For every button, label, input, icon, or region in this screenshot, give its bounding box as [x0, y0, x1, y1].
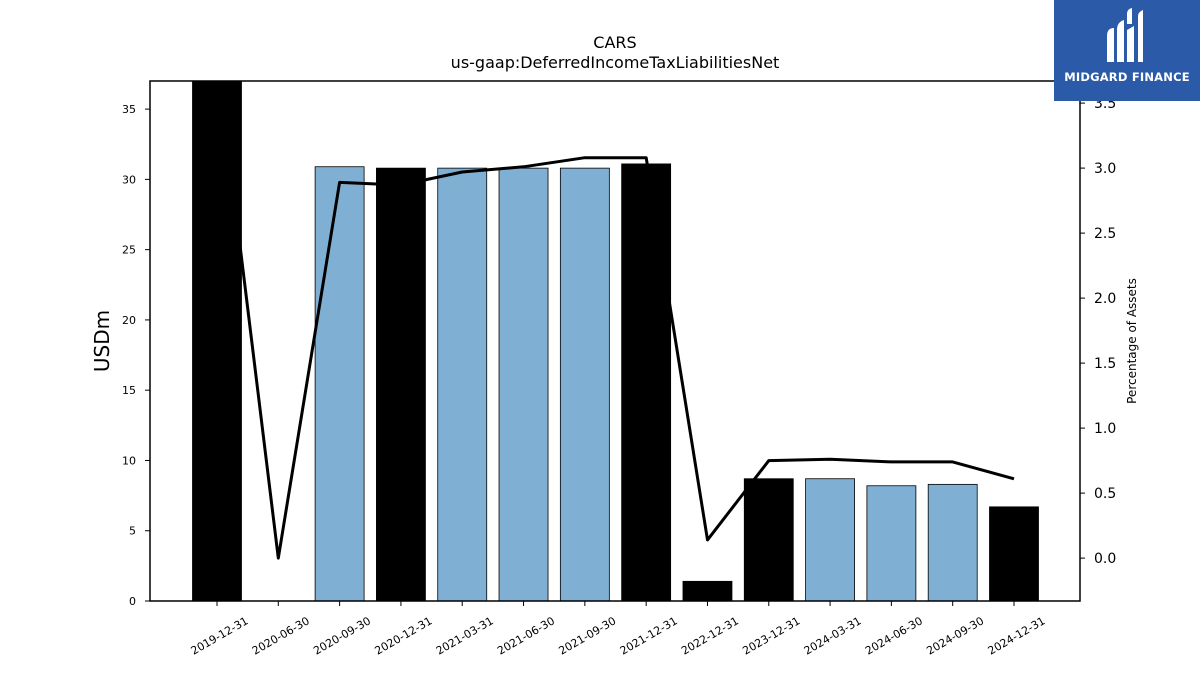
y2-tick-label: 1.5 — [1094, 356, 1116, 372]
bar-2022-12-31 — [682, 580, 733, 601]
bar-2020-12-31 — [376, 167, 426, 601]
y-tick-label: 35 — [122, 103, 136, 116]
bar-2021-06-30 — [498, 167, 549, 601]
bar-2024-09-30 — [927, 483, 978, 601]
chart-subtitle: us-gaap:DeferredIncomeTaxLiabilitiesNet — [451, 53, 780, 72]
chart-title: CARS — [593, 33, 636, 52]
bar-2021-12-31 — [621, 163, 672, 601]
bar-2021-03-31 — [437, 167, 488, 601]
y2-axis-ticks: 0.00.51.01.52.02.53.03.5 — [1080, 96, 1116, 567]
y-axis-label: USDm — [90, 310, 114, 372]
bar-2020-09-30 — [314, 166, 365, 601]
x-tick-label: 2021-09-30 — [556, 614, 618, 657]
bar-2024-12-31 — [989, 506, 1039, 601]
y-tick-label: 0 — [129, 595, 136, 608]
y2-tick-label: 2.0 — [1094, 291, 1116, 307]
y-axis-ticks: 0 5 10 15 20 25 30 35 — [122, 103, 150, 608]
y-tick-label: 5 — [129, 525, 136, 538]
brand-logo: MIDGARD FINANCE — [1054, 0, 1200, 101]
x-tick-label: 2024-03-31 — [802, 614, 864, 657]
plot-frame — [149, 80, 1081, 602]
bar-2024-06-30 — [866, 485, 917, 601]
x-tick-label: 2021-12-31 — [618, 614, 680, 657]
x-tick-label: 2020-06-30 — [250, 614, 312, 657]
y-tick-label: 20 — [122, 314, 136, 327]
y2-tick-label: 1.0 — [1094, 421, 1116, 437]
bar-2021-09-30 — [559, 167, 610, 601]
x-axis-ticks: 2019-12-31 2020-06-30 2020-09-30 2020-12-31… — [189, 601, 1048, 658]
x-tick-label: 2024-09-30 — [924, 614, 986, 657]
y2-tick-label: 2.5 — [1094, 226, 1116, 242]
y2-axis-label: Percentage of Assets — [1125, 278, 1139, 404]
bar-2019-12-31 — [192, 81, 242, 601]
x-tick-label: 2022-12-31 — [679, 614, 741, 657]
x-tick-label: 2024-06-30 — [863, 614, 925, 657]
x-tick-label: 2020-09-30 — [311, 614, 373, 657]
x-tick-label: 2024-12-31 — [986, 614, 1048, 657]
x-tick-label: 2019-12-31 — [189, 614, 251, 657]
percentage-line — [218, 81, 1015, 560]
y2-tick-label: 3.0 — [1094, 161, 1116, 177]
bars-group — [192, 81, 1039, 601]
y-tick-label: 15 — [122, 384, 136, 397]
y-tick-label: 10 — [122, 454, 136, 467]
y2-tick-label: 0.0 — [1094, 551, 1116, 567]
y2-tick-label: 0.5 — [1094, 486, 1116, 502]
x-tick-label: 2020-12-31 — [373, 614, 435, 657]
logo-text: MIDGARD FINANCE — [1064, 70, 1190, 84]
y-tick-label: 25 — [122, 244, 136, 257]
bar-2023-12-31 — [743, 478, 794, 601]
x-tick-label: 2021-06-30 — [495, 614, 557, 657]
bar-2024-03-31 — [805, 478, 855, 601]
x-tick-label: 2021-03-31 — [434, 614, 496, 657]
logo-mark-icon — [1107, 8, 1143, 62]
x-tick-label: 2023-12-31 — [740, 614, 802, 657]
y-tick-label: 30 — [122, 173, 136, 186]
